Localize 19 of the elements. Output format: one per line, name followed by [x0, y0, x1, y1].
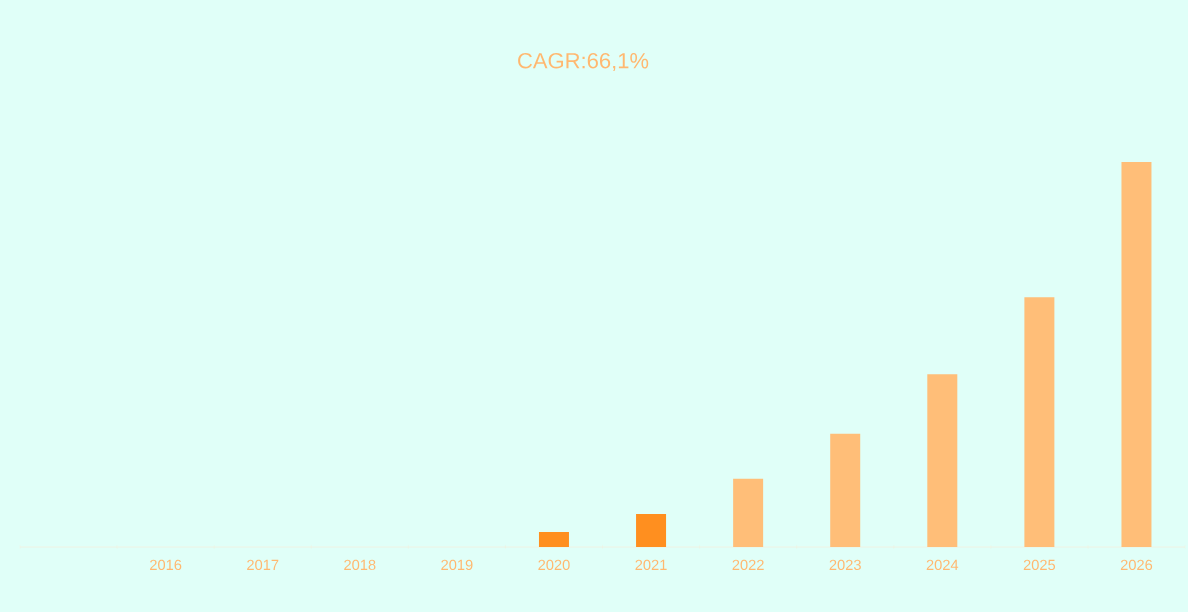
x-tick-label: 2023	[829, 559, 861, 571]
bar	[636, 513, 667, 547]
x-tick-label: 2024	[926, 559, 959, 571]
x-tick-label: 2025	[1023, 559, 1056, 571]
x-tick-label: 2019	[441, 559, 473, 571]
x-tick-label: 2022	[732, 559, 764, 571]
x-tick-label: 2020	[538, 559, 570, 571]
bar	[538, 531, 569, 547]
bar	[830, 433, 861, 547]
x-tick-label: 2016	[150, 559, 182, 571]
x-tick-label: 2021	[635, 559, 667, 571]
bar	[1121, 161, 1152, 547]
bar	[927, 374, 958, 547]
x-tick-label: 2017	[247, 559, 279, 571]
bar	[1024, 297, 1055, 547]
chart-title: CAGR:66,1%	[518, 52, 649, 72]
bar	[733, 478, 764, 547]
x-tick-label: 2018	[344, 559, 376, 571]
x-tick-label: 2026	[1120, 559, 1153, 571]
